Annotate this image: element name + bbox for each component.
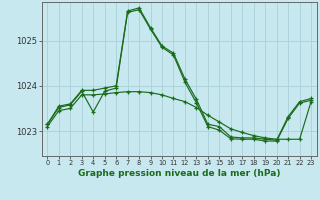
X-axis label: Graphe pression niveau de la mer (hPa): Graphe pression niveau de la mer (hPa) — [78, 169, 280, 178]
